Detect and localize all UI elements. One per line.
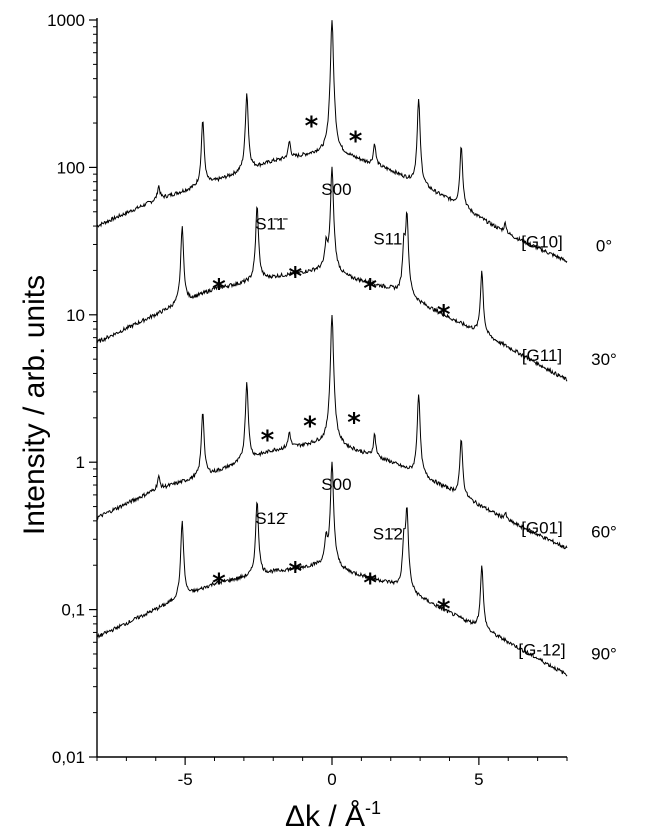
traces xyxy=(96,20,568,677)
series-label: [G01] xyxy=(521,519,563,538)
asterisk-marker: * xyxy=(437,300,451,330)
y-tick-label: 1000 xyxy=(47,11,85,30)
series-line xyxy=(96,461,568,677)
peak-label: S1̄1̄ xyxy=(255,214,288,233)
y-tick-label: 100 xyxy=(57,158,85,177)
y-tick-label: 0,1 xyxy=(61,601,85,620)
axes: 0,01 0,1 1 10 100 1000 -5 0 5 xyxy=(47,11,568,789)
asterisk-marker: * xyxy=(437,595,451,625)
series-angle: 90° xyxy=(591,645,617,664)
x-tick-label: 0 xyxy=(327,770,336,789)
peak-label: S00 xyxy=(321,475,351,494)
asterisk-marker: * xyxy=(347,408,361,438)
y-tick-label: 1 xyxy=(76,453,85,472)
series-angle: 0° xyxy=(596,236,612,255)
x-axis-title-exponent: -1 xyxy=(365,798,381,818)
asterisk-marker: * xyxy=(288,262,302,292)
y-tick-label: 10 xyxy=(66,306,85,325)
series-label: [G10] xyxy=(521,232,563,251)
asterisk-marker: * xyxy=(261,426,275,456)
asterisk-marker: * xyxy=(349,126,363,156)
peak-label: S00 xyxy=(321,180,351,199)
series-line xyxy=(96,20,568,264)
asterisk-marker: * xyxy=(363,274,377,304)
asterisk-marker: * xyxy=(305,111,319,141)
x-axis-title-text: Δk / Å xyxy=(285,800,365,833)
asterisk-marker: * xyxy=(363,569,377,599)
series-label: [G11] xyxy=(522,346,562,365)
x-tick-label: 5 xyxy=(474,770,483,789)
asterisk-marker: * xyxy=(288,557,302,587)
series-line xyxy=(96,166,568,382)
peak-label: S12̄ xyxy=(255,509,288,528)
y-tick-label: 0,01 xyxy=(52,748,85,767)
x-tick-label: -5 xyxy=(178,770,193,789)
peak-label: S11 xyxy=(373,229,402,248)
series-line xyxy=(96,314,568,550)
annotations: [G10] 0° * * [G11] 30° * * * * S1̄1̄ S00 S11 [G01] 60°… xyxy=(212,111,617,663)
series-angle: 30° xyxy=(591,350,617,369)
series-angle: 60° xyxy=(591,523,617,542)
asterisk-marker: * xyxy=(212,569,226,599)
asterisk-marker: * xyxy=(303,411,317,441)
y-axis-title: Intensity / arb. units xyxy=(18,275,51,535)
series-label: [G-12] xyxy=(518,641,565,660)
asterisk-marker: * xyxy=(212,274,226,304)
peak-label: S1̄2 xyxy=(373,524,403,543)
x-axis-title: Δk / Å-1 xyxy=(285,798,381,833)
